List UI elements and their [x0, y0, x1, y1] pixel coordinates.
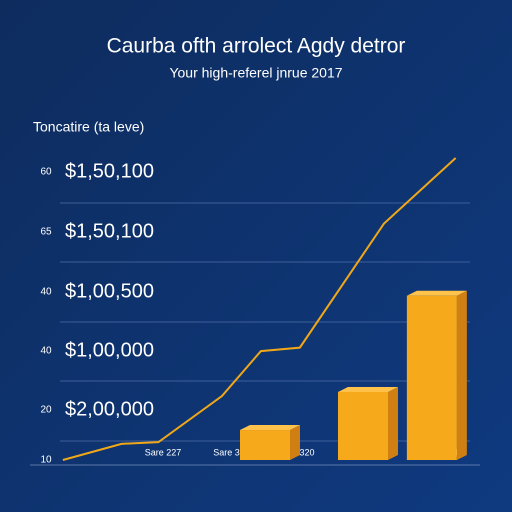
bar [406, 295, 457, 460]
row-label: 60 [40, 167, 52, 178]
bar-top [240, 425, 300, 431]
amount-label: $1,00,500 [65, 280, 154, 302]
x-tick-label: Sare 31 [213, 447, 245, 457]
row-label: 10 [40, 455, 52, 466]
chart-title: Caurba ofth arrolect Agdy detror [107, 35, 406, 58]
grid [30, 202, 480, 466]
amount-label: $1,50,100 [65, 220, 154, 242]
bar-side [456, 290, 467, 460]
row-label: 40 [40, 287, 52, 298]
bar-side [290, 425, 300, 460]
bar-top [406, 290, 467, 296]
bar-top [337, 386, 398, 392]
row-label: 20 [40, 405, 52, 416]
row-label: 65 [40, 227, 52, 238]
line [62, 157, 457, 461]
amount-label: $2,00,000 [65, 398, 154, 420]
bar [337, 391, 388, 460]
chart-subtitle: Your high-referel jnrue 2017 [169, 65, 342, 81]
bar [240, 430, 290, 460]
axis-label: Toncatire (ta leve) [33, 119, 144, 135]
amount-label: $1,00,000 [65, 339, 154, 361]
bar-side [387, 386, 398, 460]
amount-label: $1,50,100 [65, 160, 154, 182]
x-tick-label: Sare 227 [145, 447, 182, 457]
row-label: 40 [40, 346, 52, 357]
